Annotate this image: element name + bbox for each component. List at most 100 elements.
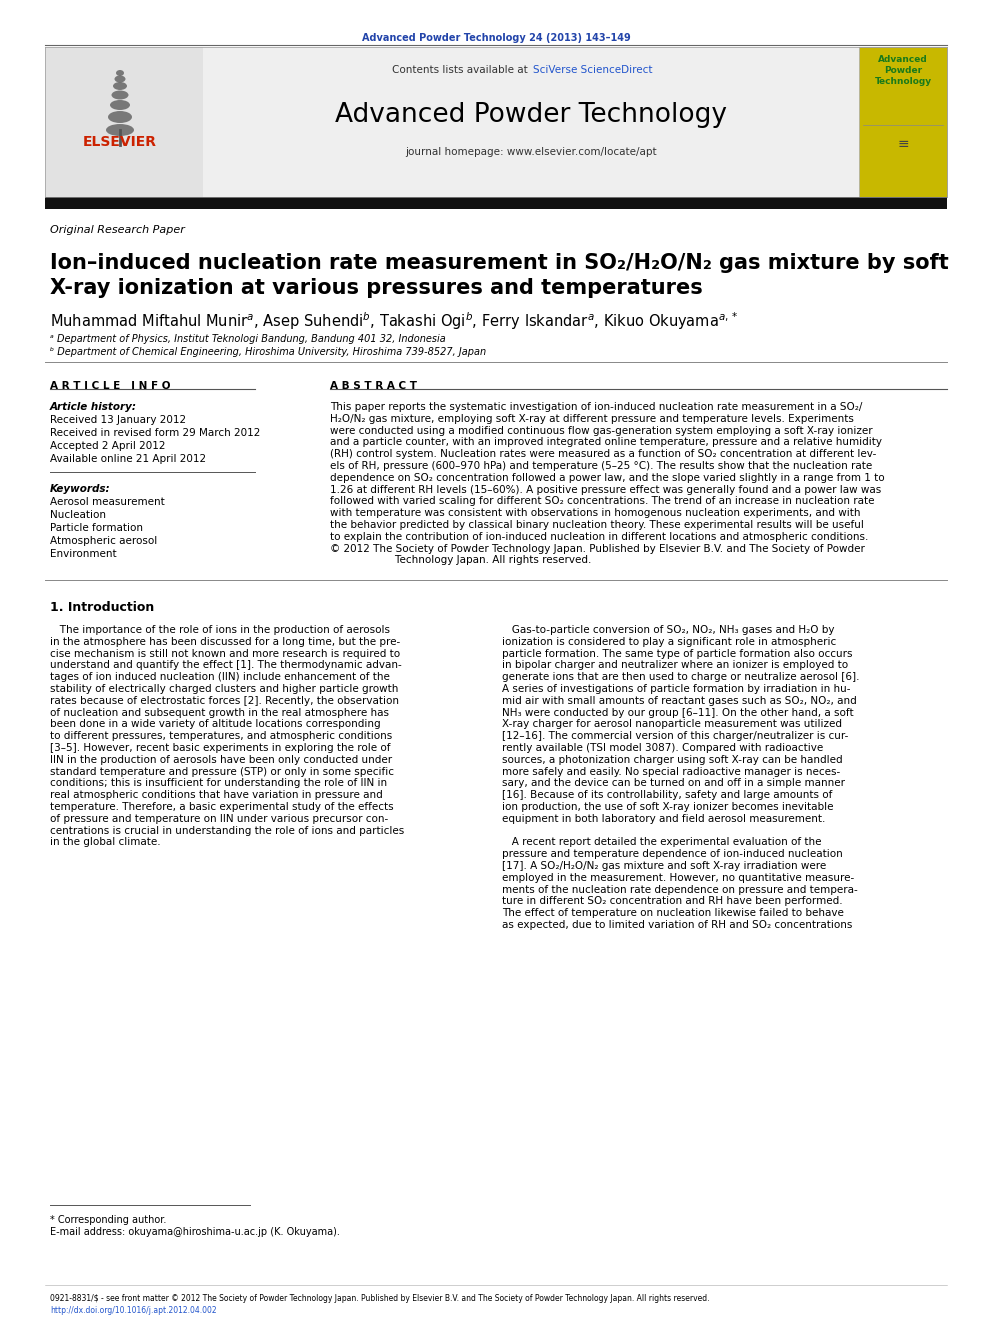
Ellipse shape [114,75,126,82]
Text: standard temperature and pressure (STP) or only in some specific: standard temperature and pressure (STP) … [50,766,394,777]
Text: © 2012 The Society of Powder Technology Japan. Published by Elsevier B.V. and Th: © 2012 The Society of Powder Technology … [330,544,865,553]
Text: equipment in both laboratory and field aerosol measurement.: equipment in both laboratory and field a… [502,814,825,824]
Text: 0921-8831/$ - see front matter © 2012 The Society of Powder Technology Japan. Pu: 0921-8831/$ - see front matter © 2012 Th… [50,1294,709,1303]
Text: generate ions that are then used to charge or neutralize aerosol [6].: generate ions that are then used to char… [502,672,859,683]
Ellipse shape [106,124,134,136]
Text: rates because of electrostatic forces [2]. Recently, the observation: rates because of electrostatic forces [2… [50,696,399,705]
Text: This paper reports the systematic investigation of ion-induced nucleation rate m: This paper reports the systematic invest… [330,402,862,411]
Text: Aerosol measurement: Aerosol measurement [50,497,165,507]
Text: real atmospheric conditions that have variation in pressure and: real atmospheric conditions that have va… [50,790,383,800]
Text: The effect of temperature on nucleation likewise failed to behave: The effect of temperature on nucleation … [502,908,844,918]
Text: conditions; this is insufficient for understanding the role of IIN in: conditions; this is insufficient for und… [50,778,387,789]
Text: A B S T R A C T: A B S T R A C T [330,381,417,392]
Text: been done in a wide variety of altitude locations corresponding: been done in a wide variety of altitude … [50,720,381,729]
Text: [3–5]. However, recent basic experiments in exploring the role of: [3–5]. However, recent basic experiments… [50,744,391,753]
Text: Ion–induced nucleation rate measurement in SO₂/H₂O/N₂ gas mixture by soft: Ion–induced nucleation rate measurement … [50,253,948,273]
Text: ≡: ≡ [897,138,909,151]
Text: ionization is considered to play a significant role in atmospheric: ionization is considered to play a signi… [502,636,836,647]
Text: (RH) control system. Nucleation rates were measured as a function of SO₂ concent: (RH) control system. Nucleation rates we… [330,450,876,459]
Text: X-ray charger for aerosol nanoparticle measurement was utilized: X-ray charger for aerosol nanoparticle m… [502,720,842,729]
Text: employed in the measurement. However, no quantitative measure-: employed in the measurement. However, no… [502,873,854,882]
Ellipse shape [110,101,130,110]
Text: Powder: Powder [884,66,922,75]
Text: IIN in the production of aerosols have been only conducted under: IIN in the production of aerosols have b… [50,755,392,765]
Text: ᵃ Department of Physics, Institut Teknologi Bandung, Bandung 401 32, Indonesia: ᵃ Department of Physics, Institut Teknol… [50,333,445,344]
Text: [16]. Because of its controllability, safety and large amounts of: [16]. Because of its controllability, sa… [502,790,832,800]
Text: pressure and temperature dependence of ion-induced nucleation: pressure and temperature dependence of i… [502,849,843,859]
Text: Muhammad Miftahul Munir$^a$, Asep Suhendi$^b$, Takashi Ogi$^b$, Ferry Iskandar$^: Muhammad Miftahul Munir$^a$, Asep Suhend… [50,310,739,332]
Text: Advanced: Advanced [878,56,928,64]
Text: in the atmosphere has been discussed for a long time, but the pre-: in the atmosphere has been discussed for… [50,636,400,647]
Text: Gas-to-particle conversion of SO₂, NO₂, NH₃ gases and H₂O by: Gas-to-particle conversion of SO₂, NO₂, … [502,624,834,635]
Text: Atmospheric aerosol: Atmospheric aerosol [50,536,158,546]
Ellipse shape [113,82,127,90]
Text: Advanced Powder Technology: Advanced Powder Technology [335,102,727,128]
Text: with temperature was consistent with observations in homogenous nucleation exper: with temperature was consistent with obs… [330,508,860,519]
Text: temperature. Therefore, a basic experimental study of the effects: temperature. Therefore, a basic experime… [50,802,394,812]
Text: Particle formation: Particle formation [50,523,143,533]
Text: els of RH, pressure (600–970 hPa) and temperature (5–25 °C). The results show th: els of RH, pressure (600–970 hPa) and te… [330,460,872,471]
Text: A R T I C L E   I N F O: A R T I C L E I N F O [50,381,171,392]
Text: E-mail address: okuyama@hiroshima-u.ac.jp (K. Okuyama).: E-mail address: okuyama@hiroshima-u.ac.j… [50,1226,340,1237]
Text: stability of electrically charged clusters and higher particle growth: stability of electrically charged cluste… [50,684,399,695]
Text: ture in different SO₂ concentration and RH have been performed.: ture in different SO₂ concentration and … [502,897,842,906]
Text: 1. Introduction: 1. Introduction [50,601,154,614]
Text: ments of the nucleation rate dependence on pressure and tempera-: ments of the nucleation rate dependence … [502,885,858,894]
Text: in the global climate.: in the global climate. [50,837,161,848]
Text: journal homepage: www.elsevier.com/locate/apt: journal homepage: www.elsevier.com/locat… [405,147,657,157]
Text: * Corresponding author.: * Corresponding author. [50,1215,167,1225]
Text: followed with varied scaling for different SO₂ concentrations. The trend of an i: followed with varied scaling for differe… [330,496,875,507]
Ellipse shape [108,111,132,123]
Text: Received in revised form 29 March 2012: Received in revised form 29 March 2012 [50,429,260,438]
Text: ELSEVIER: ELSEVIER [83,135,157,149]
Text: were conducted using a modified continuous flow gas-generation system employing : were conducted using a modified continuo… [330,426,873,435]
Text: as expected, due to limited variation of RH and SO₂ concentrations: as expected, due to limited variation of… [502,919,852,930]
Text: of nucleation and subsequent growth in the real atmosphere has: of nucleation and subsequent growth in t… [50,708,389,717]
Text: dependence on SO₂ concentration followed a power law, and the slope varied sligh: dependence on SO₂ concentration followed… [330,472,885,483]
Text: Nucleation: Nucleation [50,509,106,520]
Text: NH₃ were conducted by our group [6–11]. On the other hand, a soft: NH₃ were conducted by our group [6–11]. … [502,708,854,717]
Text: particle formation. The same type of particle formation also occurs: particle formation. The same type of par… [502,648,852,659]
Text: understand and quantify the effect [1]. The thermodynamic advan-: understand and quantify the effect [1]. … [50,660,402,671]
Text: ion production, the use of soft X-ray ionizer becomes inevitable: ion production, the use of soft X-ray io… [502,802,833,812]
Text: 1.26 at different RH levels (15–60%). A positive pressure effect was generally f: 1.26 at different RH levels (15–60%). A … [330,484,881,495]
Text: tages of ion induced nucleation (IIN) include enhancement of the: tages of ion induced nucleation (IIN) in… [50,672,390,683]
Text: mid air with small amounts of reactant gases such as SO₂, NO₂, and: mid air with small amounts of reactant g… [502,696,857,705]
Text: sary, and the device can be turned on and off in a simple manner: sary, and the device can be turned on an… [502,778,845,789]
Text: SciVerse ScienceDirect: SciVerse ScienceDirect [533,65,653,75]
Text: Environment: Environment [50,549,117,560]
Text: A series of investigations of particle formation by irradiation in hu-: A series of investigations of particle f… [502,684,850,695]
Text: A recent report detailed the experimental evaluation of the: A recent report detailed the experimenta… [502,837,821,848]
Text: centrations is crucial in understanding the role of ions and particles: centrations is crucial in understanding … [50,826,405,836]
Text: cise mechanism is still not known and more research is required to: cise mechanism is still not known and mo… [50,648,400,659]
Text: Contents lists available at: Contents lists available at [392,65,531,75]
Text: H₂O/N₂ gas mixture, employing soft X-ray at different pressure and temperature l: H₂O/N₂ gas mixture, employing soft X-ray… [330,414,854,423]
Text: X-ray ionization at various pressures and temperatures: X-ray ionization at various pressures an… [50,278,702,298]
Text: rently available (TSI model 3087). Compared with radioactive: rently available (TSI model 3087). Compa… [502,744,823,753]
Text: Available online 21 April 2012: Available online 21 April 2012 [50,454,206,464]
Text: Technology: Technology [874,77,931,86]
Bar [45,197,947,209]
Text: Advanced Powder Technology 24 (2013) 143–149: Advanced Powder Technology 24 (2013) 143… [362,33,630,44]
Text: [17]. A SO₂/H₂O/N₂ gas mixture and soft X-ray irradiation were: [17]. A SO₂/H₂O/N₂ gas mixture and soft … [502,861,826,871]
Ellipse shape [111,90,129,99]
Text: Original Research Paper: Original Research Paper [50,225,185,235]
Text: sources, a photonization charger using soft X-ray can be handled: sources, a photonization charger using s… [502,755,842,765]
Text: Article history:: Article history: [50,402,137,411]
Text: Accepted 2 April 2012: Accepted 2 April 2012 [50,441,166,451]
Text: to different pressures, temperatures, and atmospheric conditions: to different pressures, temperatures, an… [50,732,392,741]
Bar [45,48,947,197]
Ellipse shape [116,70,124,75]
Text: the behavior predicted by classical binary nucleation theory. These experimental: the behavior predicted by classical bina… [330,520,864,531]
Text: ᵇ Department of Chemical Engineering, Hiroshima University, Hiroshima 739-8527, : ᵇ Department of Chemical Engineering, Hi… [50,347,486,357]
Text: The importance of the role of ions in the production of aerosols: The importance of the role of ions in th… [50,624,390,635]
Text: in bipolar charger and neutralizer where an ionizer is employed to: in bipolar charger and neutralizer where… [502,660,848,671]
Bar [45,48,203,197]
Text: Keywords:: Keywords: [50,484,111,493]
Text: and a particle counter, with an improved integrated online temperature, pressure: and a particle counter, with an improved… [330,438,882,447]
Text: more safely and easily. No special radioactive manager is neces-: more safely and easily. No special radio… [502,766,840,777]
Text: of pressure and temperature on IIN under various precursor con-: of pressure and temperature on IIN under… [50,814,388,824]
Text: Received 13 January 2012: Received 13 January 2012 [50,415,186,425]
Text: to explain the contribution of ion-induced nucleation in different locations and: to explain the contribution of ion-induc… [330,532,868,542]
Text: [12–16]. The commercial version of this charger/neutralizer is cur-: [12–16]. The commercial version of this … [502,732,848,741]
